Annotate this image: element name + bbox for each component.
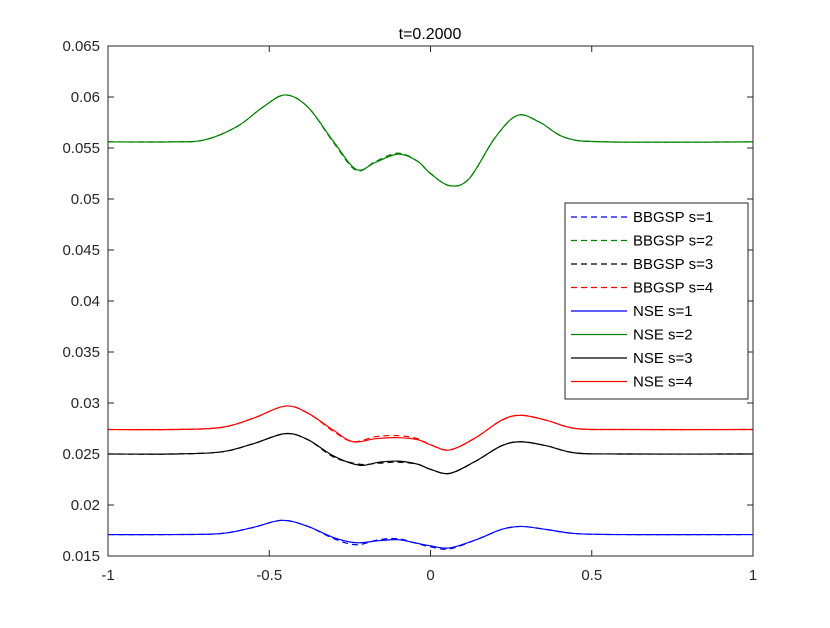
y-tick-label: 0.06 bbox=[71, 89, 100, 106]
legend-label: BBGSP s=4 bbox=[633, 280, 713, 297]
x-tick-label: -1 bbox=[101, 567, 114, 584]
legend-label: NSE s=4 bbox=[633, 374, 693, 391]
legend-box bbox=[564, 202, 749, 400]
y-tick-label: 0.04 bbox=[71, 293, 100, 310]
y-tick-label: 0.05 bbox=[71, 191, 100, 208]
legend-label: NSE s=2 bbox=[633, 327, 693, 344]
y-tick-label: 0.015 bbox=[62, 548, 100, 565]
y-tick-label: 0.045 bbox=[62, 242, 100, 259]
legend-label: BBGSP s=1 bbox=[633, 209, 713, 226]
series-line-nse-s-1 bbox=[107, 519, 754, 549]
series-line-nse-s-2 bbox=[107, 94, 754, 187]
y-tick-label: 0.03 bbox=[71, 395, 100, 412]
y-tick-label: 0.025 bbox=[62, 446, 100, 463]
legend-label: BBGSP s=3 bbox=[633, 256, 713, 273]
series-line-nse-s-3 bbox=[107, 432, 754, 475]
legend-label: BBGSP s=2 bbox=[633, 233, 713, 250]
legend: BBGSP s=1 BBGSP s=2 BBGSP s=3 BBGSP s=4 NSE … bbox=[564, 202, 749, 400]
series-line-nse-s-4 bbox=[107, 405, 754, 451]
axes: -1 -0.5 0 0.5 1 0.015 0.02 0.025 0.03 0.035 0.04 0.… bbox=[62, 38, 757, 584]
legend-label: NSE s=3 bbox=[633, 350, 693, 367]
chart-title: t=0.2000 bbox=[399, 26, 462, 43]
y-tick-label: 0.035 bbox=[62, 344, 100, 361]
x-tick-label: 1 bbox=[749, 567, 757, 584]
y-tick-label: 0.065 bbox=[62, 38, 100, 55]
y-tick-label: 0.055 bbox=[62, 140, 100, 157]
legend-label: NSE s=1 bbox=[633, 303, 693, 320]
x-tick-label: 0 bbox=[426, 567, 434, 584]
x-tick-label: 0.5 bbox=[581, 567, 602, 584]
plot-area bbox=[107, 94, 754, 550]
x-tick-label: -0.5 bbox=[256, 567, 282, 584]
y-tick-label: 0.02 bbox=[71, 497, 100, 514]
